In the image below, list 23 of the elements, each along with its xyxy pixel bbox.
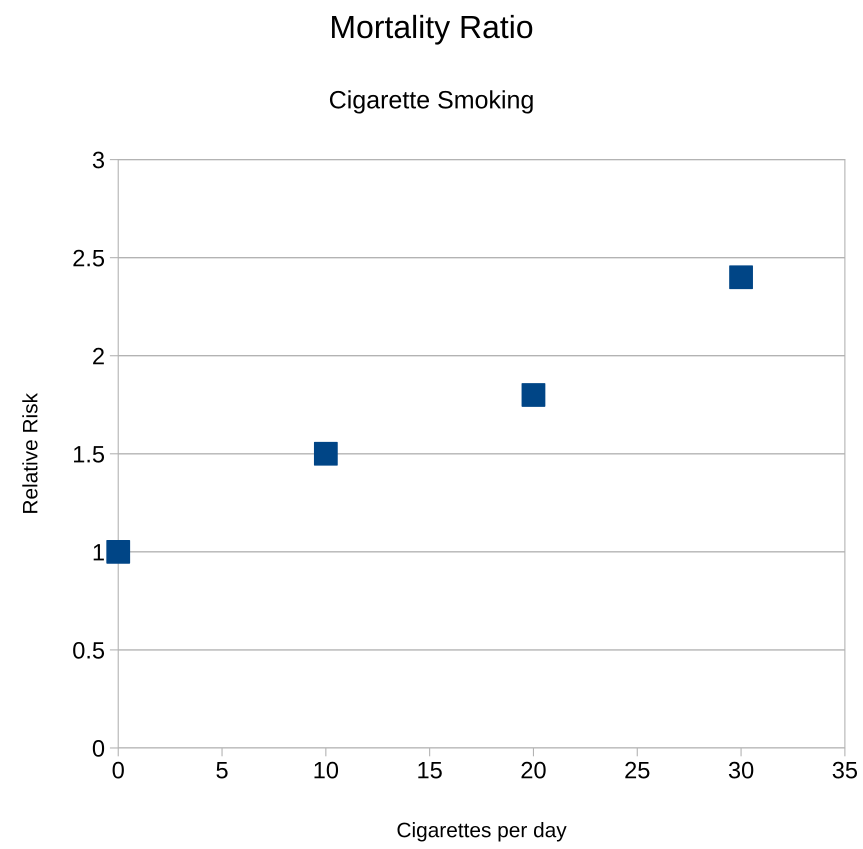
x-tick-label: 25: [625, 762, 650, 779]
x-tick-label: 0: [112, 762, 124, 779]
y-tick-label: 3: [92, 152, 104, 168]
y-tick-label: 1: [94, 544, 104, 560]
y-axis-title: Relative Risk: [22, 392, 38, 513]
x-tick-label: 15: [418, 762, 442, 779]
y-tick-label: 0: [92, 740, 104, 757]
point: [729, 265, 753, 290]
y-tick-label: 1.5: [74, 446, 104, 463]
chart-title: Mortality Ratio: [332, 14, 532, 45]
x-axis-title: Cigarettes per day: [398, 822, 567, 842]
x-tick-label: 5: [216, 762, 228, 779]
x-tick-label: 20: [522, 762, 546, 779]
y-tick-label: 0.5: [73, 642, 104, 659]
point: [522, 383, 546, 407]
y-tick-label: 2: [93, 348, 104, 364]
point: [106, 540, 130, 564]
x-tick-label: 30: [728, 762, 754, 779]
x-tick-label: 35: [832, 762, 858, 779]
point: [314, 442, 338, 466]
x-tick-label: 10: [314, 762, 338, 779]
y-tick-label: 2.5: [73, 250, 104, 266]
chart-subtitle: Cigarette Smoking: [330, 90, 533, 114]
